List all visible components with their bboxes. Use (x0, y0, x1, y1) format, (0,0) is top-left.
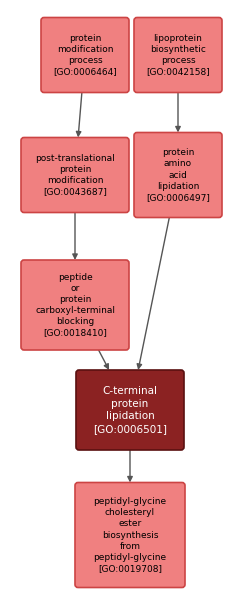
FancyBboxPatch shape (134, 133, 222, 218)
Text: protein
amino
acid
lipidation
[GO:0006497]: protein amino acid lipidation [GO:000649… (146, 148, 210, 202)
FancyBboxPatch shape (75, 483, 185, 587)
Text: lipoprotein
biosynthetic
process
[GO:0042158]: lipoprotein biosynthetic process [GO:004… (146, 34, 210, 76)
FancyBboxPatch shape (41, 17, 129, 93)
Text: peptide
or
protein
carboxyl-terminal
blocking
[GO:0018410]: peptide or protein carboxyl-terminal blo… (35, 273, 115, 337)
Text: post-translational
protein
modification
[GO:0043687]: post-translational protein modification … (35, 154, 115, 196)
FancyBboxPatch shape (76, 370, 184, 450)
FancyBboxPatch shape (21, 260, 129, 350)
Text: protein
modification
process
[GO:0006464]: protein modification process [GO:0006464… (53, 34, 117, 76)
FancyBboxPatch shape (21, 138, 129, 212)
FancyBboxPatch shape (134, 17, 222, 93)
Text: C-terminal
protein
lipidation
[GO:0006501]: C-terminal protein lipidation [GO:000650… (93, 386, 167, 434)
Text: peptidyl-glycine
cholesteryl
ester
biosynthesis
from
peptidyl-glycine
[GO:001970: peptidyl-glycine cholesteryl ester biosy… (93, 497, 167, 573)
